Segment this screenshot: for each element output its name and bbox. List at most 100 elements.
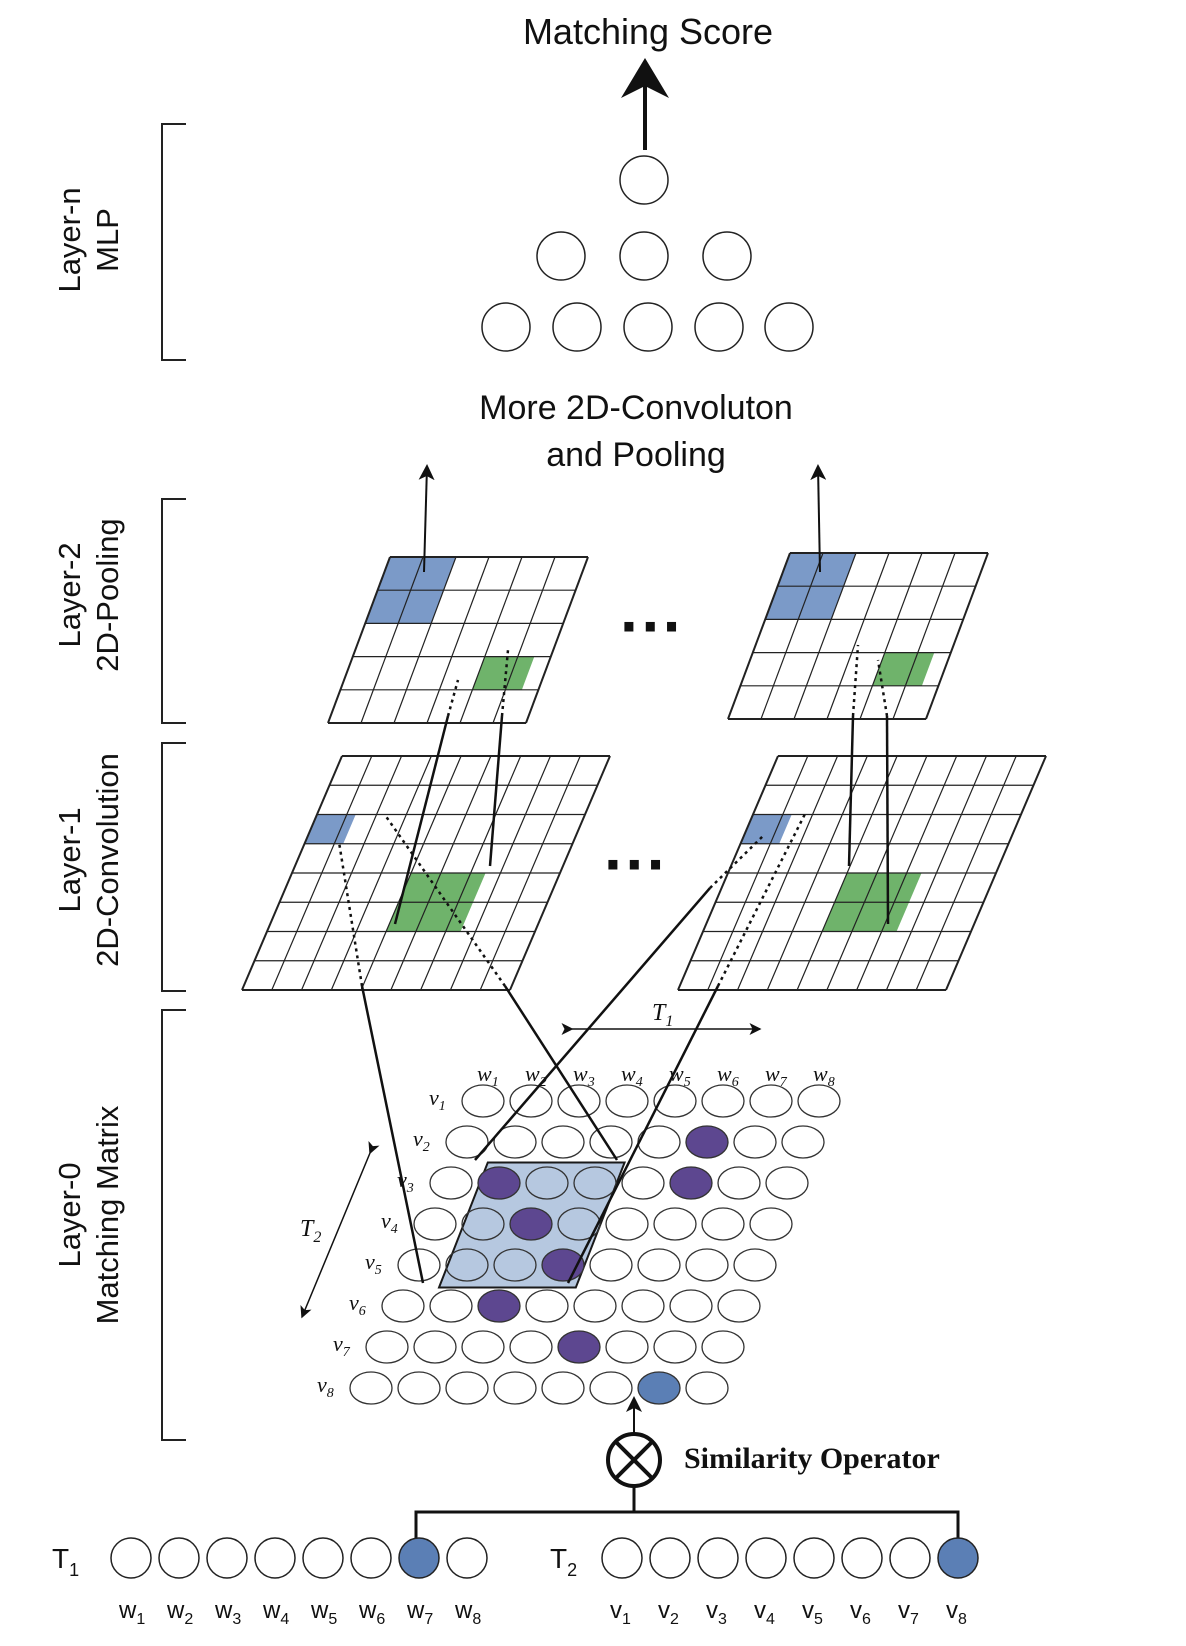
- pooling-ellipsis: ···: [620, 590, 684, 662]
- matrix-row-label: v8: [317, 1372, 334, 1401]
- grid-col-line: [856, 755, 958, 991]
- similarity-operator-cross: [614, 1440, 654, 1480]
- matrix-cell: [413, 1330, 457, 1364]
- word-embedding-node: [206, 1537, 248, 1579]
- conv-pool-line: [488, 715, 504, 867]
- matrix-cell: [525, 1166, 569, 1200]
- matrix-column-label: w5: [669, 1061, 691, 1090]
- matrix-cell: [717, 1166, 761, 1200]
- grid-col-line: [393, 556, 457, 724]
- grid-col-line: [360, 755, 462, 991]
- matrix-row-label: v7: [333, 1331, 351, 1360]
- word-embedding-node: [350, 1537, 392, 1579]
- matrix-cell: [589, 1125, 633, 1159]
- grid-col-line: [760, 552, 824, 720]
- matrix-cell: [413, 1207, 457, 1241]
- word-label: w8: [454, 1597, 481, 1628]
- matrix-t1-label: T1: [652, 1000, 673, 1030]
- matrix-cell: [429, 1166, 473, 1200]
- matrix-cell: [429, 1289, 473, 1323]
- grid-col-line: [360, 556, 424, 724]
- conv-pool-dotted: [446, 679, 460, 717]
- pooling-map-left: [327, 556, 589, 724]
- t2-height-arrow: [300, 1141, 380, 1319]
- matrix-conv-line: [474, 887, 711, 1161]
- matrix-conv-line: [503, 985, 619, 1161]
- mlp-neurons: [481, 155, 814, 352]
- matrix-column-label: w3: [573, 1061, 595, 1090]
- pooling-map-right: [727, 552, 989, 720]
- word-label: w1: [118, 1597, 145, 1628]
- matrix-cell: [637, 1248, 681, 1282]
- convolution-map-left: [241, 755, 611, 991]
- convolution-map-right: [677, 755, 1047, 991]
- word-label: w7: [406, 1597, 433, 1628]
- grid-col-line: [420, 755, 522, 991]
- layer-0-label: Layer-0 Matching Matrix: [52, 1105, 125, 1324]
- mlp-input-neuron: [694, 302, 744, 352]
- word-label: v5: [802, 1597, 823, 1628]
- matrix-match-cell: [637, 1371, 681, 1405]
- matrix-match-cell: [557, 1330, 601, 1364]
- convolution-ellipsis: ···: [604, 828, 668, 900]
- matrix-column-label: w1: [477, 1061, 499, 1090]
- matrix-cell: [493, 1371, 537, 1405]
- mlp-input-neuron: [481, 302, 531, 352]
- mlp-hidden-neuron: [536, 231, 586, 281]
- grid-col-line: [271, 755, 373, 991]
- grid-col-line: [707, 755, 809, 991]
- grid-col-line: [826, 755, 928, 991]
- matrix-cell: [765, 1166, 809, 1200]
- layer-n-label-line1: Layer-n: [52, 187, 87, 292]
- matrix-row-label: v1: [429, 1085, 446, 1114]
- grid-col-line: [737, 755, 839, 991]
- grid-col-line: [727, 552, 791, 720]
- grid-col-line: [826, 552, 890, 720]
- grid-col-line: [796, 755, 898, 991]
- matrix-cell: [701, 1207, 745, 1241]
- matrix-column-label: w7: [765, 1061, 788, 1090]
- grid-col-line: [301, 755, 403, 991]
- matrix-cell: [797, 1084, 841, 1118]
- word-label: w6: [358, 1597, 385, 1628]
- matrix-cell: [461, 1330, 505, 1364]
- word-label: v4: [754, 1597, 775, 1628]
- matrix-cell: [461, 1207, 505, 1241]
- matrix-cell: [445, 1371, 489, 1405]
- grid-col-line: [327, 556, 391, 724]
- bracket-layer-n: [161, 123, 186, 361]
- matrix-cell: [445, 1248, 489, 1282]
- matrix-cell: [605, 1330, 649, 1364]
- mlp-input-neuron: [764, 302, 814, 352]
- matrix-cell: [621, 1289, 665, 1323]
- conv-pool-dotted: [876, 659, 889, 717]
- layer-n-label: Layer-n MLP: [52, 187, 125, 292]
- matrix-cell: [701, 1084, 745, 1118]
- matrix-cell: [381, 1289, 425, 1323]
- word-label: v3: [706, 1597, 727, 1628]
- word-label: w4: [262, 1597, 289, 1628]
- conv-pool-dotted: [851, 644, 860, 717]
- matrix-match-cell: [509, 1207, 553, 1241]
- matrix-column-label: w4: [621, 1061, 643, 1090]
- grid-col-line: [426, 556, 490, 724]
- word-embedding-node: [398, 1537, 440, 1579]
- matrix-conv-line: [566, 985, 720, 1284]
- bracket-layer-0: [161, 1009, 186, 1441]
- grid-col-line: [459, 556, 523, 724]
- layer-1-label: Layer-1 2D-Convolution: [52, 753, 125, 967]
- matrix-cell: [541, 1125, 585, 1159]
- matrix-cell: [605, 1084, 649, 1118]
- conv-pool-line: [393, 715, 450, 925]
- layer-0-label-line1: Layer-0: [52, 1162, 87, 1267]
- mlp-hidden-neuron: [702, 231, 752, 281]
- word-embedding-node: [601, 1537, 643, 1579]
- word-label: w2: [166, 1597, 193, 1628]
- grid-col-line: [793, 552, 857, 720]
- matrix-cell: [669, 1289, 713, 1323]
- matrix-cell: [717, 1289, 761, 1323]
- word-embedding-node: [254, 1537, 296, 1579]
- matrix-match-cell: [477, 1166, 521, 1200]
- matrix-row-label: v5: [365, 1249, 382, 1278]
